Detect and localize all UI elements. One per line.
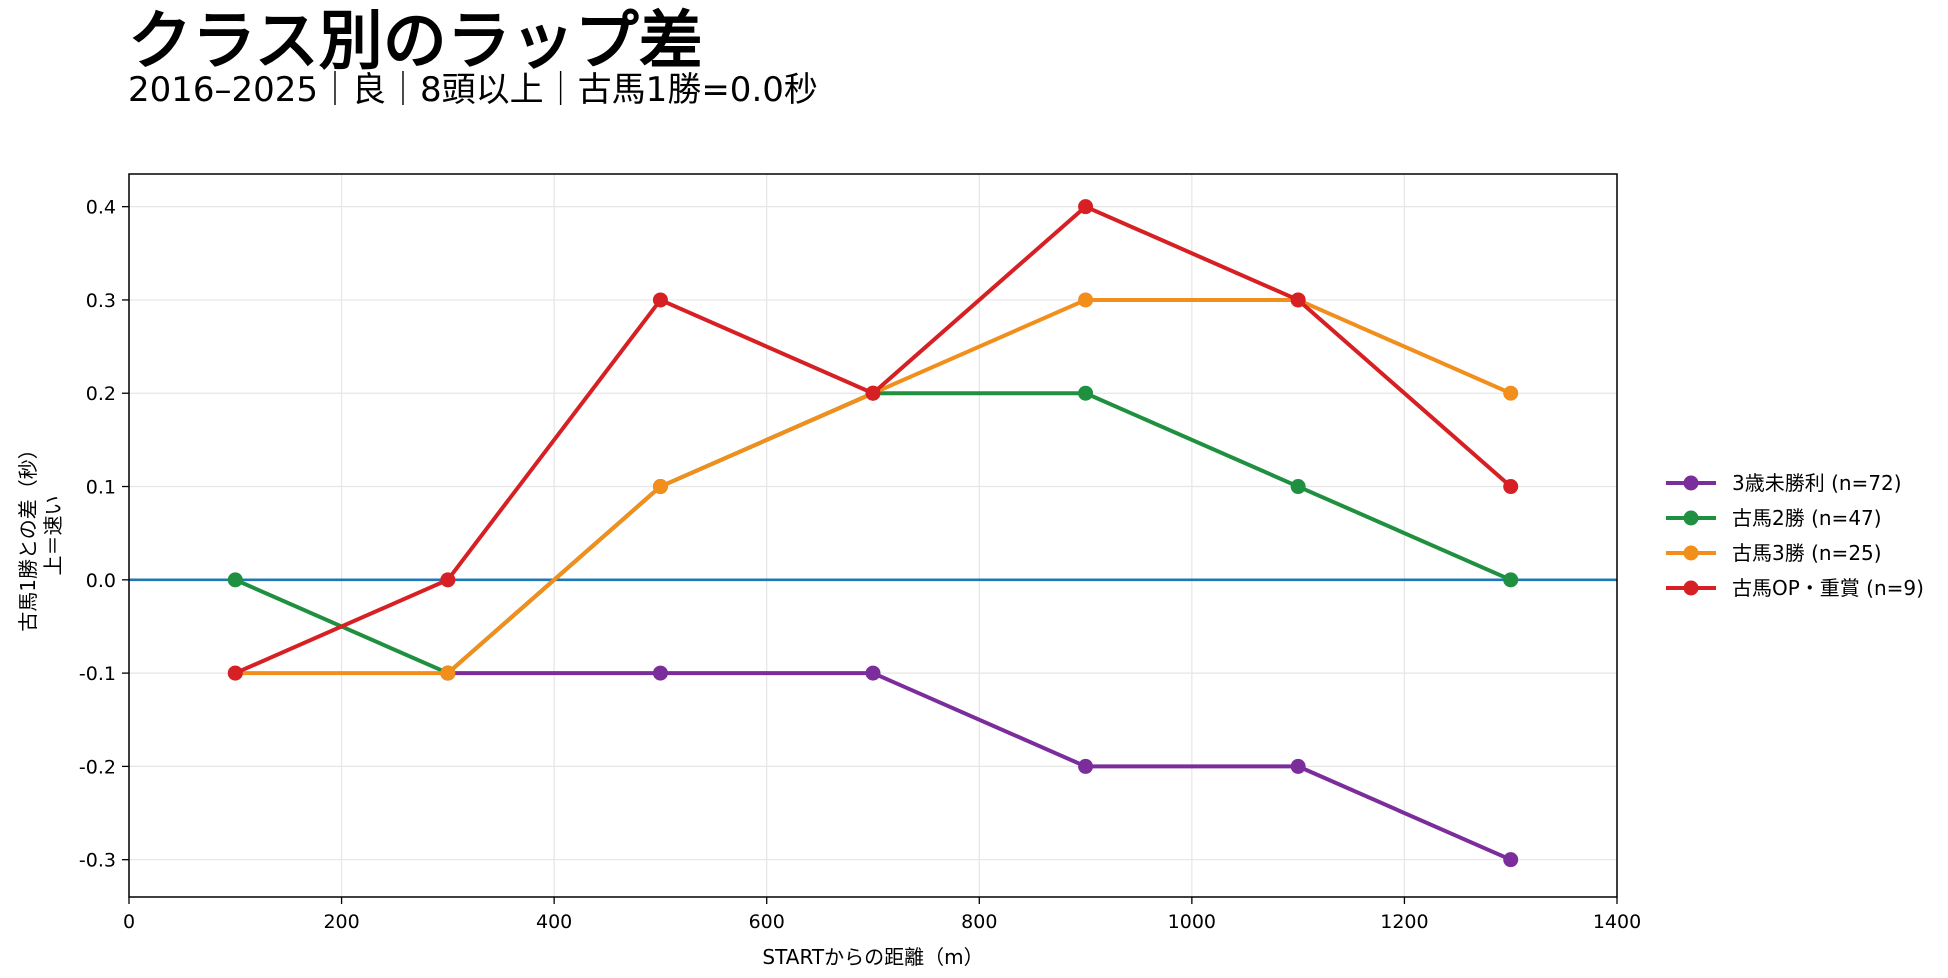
x-tick-label: 1200 [1380, 911, 1428, 933]
legend-label: 3歳未勝利 (n=72) [1732, 471, 1902, 495]
series-2 [227, 385, 1519, 681]
x-tick-label: 600 [749, 911, 785, 933]
plot-frame [128, 173, 1618, 898]
legend-marker [1683, 545, 1699, 561]
legend-marker [1683, 475, 1699, 491]
data-point [652, 665, 668, 681]
x-tick-label: 400 [536, 911, 572, 933]
data-point [1290, 292, 1306, 308]
x-tick-label: 1400 [1593, 911, 1641, 933]
y-tick-label: 0.0 [86, 570, 116, 592]
legend-marker [1683, 510, 1699, 526]
legend-label: 古馬OP・重賞 (n=9) [1732, 576, 1924, 600]
y-axis-label: 古馬1勝との差（秒） 上＝速い [16, 439, 65, 632]
tick-layer: 0 200 400 600 800 1000 1200 1400 -0.3 -0.2 -0.1 0.0… [79, 197, 1641, 933]
data-point [1290, 479, 1306, 495]
legend-marker [1683, 580, 1699, 596]
data-point [440, 665, 456, 681]
x-tick-label: 200 [323, 911, 359, 933]
x-tick-label: 1000 [1168, 911, 1216, 933]
series-line [445, 671, 1513, 862]
data-point [227, 665, 243, 681]
y-tick-label: 0.1 [86, 477, 116, 499]
data-point [652, 292, 668, 308]
data-point [1290, 758, 1306, 774]
series-line [233, 204, 1513, 676]
x-axis-label: STARTからの距離（m） [762, 945, 983, 969]
y-axis-label-line: 上＝速い [41, 496, 65, 576]
legend-item: 古馬OP・重賞 (n=9) [1666, 576, 1924, 600]
data-point [1078, 292, 1094, 308]
series-line [233, 391, 1513, 676]
legend-item: 古馬2勝 (n=47) [1666, 506, 1882, 530]
data-point [440, 572, 456, 588]
x-tick-label: 0 [123, 911, 135, 933]
series-layer [227, 199, 1519, 868]
data-point [652, 479, 668, 495]
data-point [1503, 385, 1519, 401]
y-tick-label: -0.3 [79, 850, 116, 872]
y-tick-label: -0.2 [79, 756, 116, 778]
y-tick-label: -0.1 [79, 663, 116, 685]
series-4 [227, 199, 1519, 681]
y-tick-label: 0.4 [86, 197, 116, 219]
legend: 3歳未勝利 (n=72) 古馬2勝 (n=47) 古馬3勝 (n=25) 古馬OP・重… [1666, 471, 1924, 600]
data-point [865, 385, 881, 401]
legend-label: 古馬2勝 (n=47) [1732, 506, 1882, 530]
legend-item: 3歳未勝利 (n=72) [1666, 471, 1902, 495]
y-tick-label: 0.2 [86, 383, 116, 405]
data-point [1078, 758, 1094, 774]
data-point [865, 665, 881, 681]
y-axis-label-line: 古馬1勝との差（秒） [16, 439, 40, 632]
legend-item: 古馬3勝 (n=25) [1666, 541, 1882, 565]
data-point [1503, 572, 1519, 588]
legend-label: 古馬3勝 (n=25) [1732, 541, 1882, 565]
x-tick-label: 800 [961, 911, 997, 933]
y-tick-label: 0.3 [86, 290, 116, 312]
chart-subtitle: 2016–2025｜良｜8頭以上｜古馬1勝=0.0秒 [128, 70, 818, 110]
data-point [1078, 385, 1094, 401]
data-point [227, 572, 243, 588]
data-point [1078, 199, 1094, 215]
grid-layer [128, 174, 1618, 897]
data-point [1503, 479, 1519, 495]
chart-title: クラス別のラップ差 [128, 5, 703, 79]
data-point [1503, 852, 1519, 868]
